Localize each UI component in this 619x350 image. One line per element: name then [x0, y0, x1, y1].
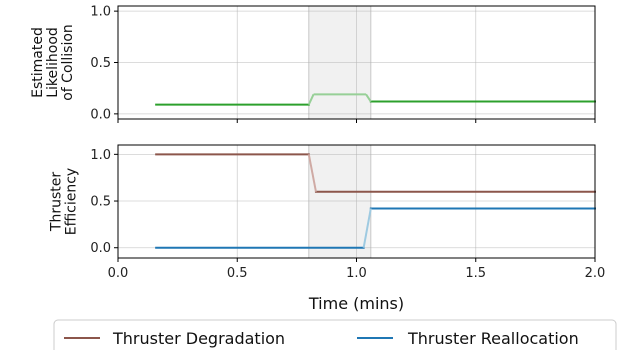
plot-panel-1: 0.0 0.5 1.0 EstimatedLikelihoodof Collision	[30, 5, 596, 123]
y-axis-title-line: Efficiency	[64, 168, 80, 235]
y-tick-label: 0.5	[90, 195, 111, 210]
legend-box	[53, 319, 617, 350]
series-line-1	[155, 100, 596, 106]
legend-label-2: Thruster Reallocation	[407, 329, 579, 348]
y-tick-label: 1.0	[90, 148, 111, 163]
y-axis-title-line: Thruster	[49, 172, 65, 232]
legend-label-1: Thruster Degradation	[112, 329, 285, 348]
x-tick-label: 1.0	[346, 266, 367, 281]
series-line-1	[155, 153, 596, 193]
series-line-faded-2	[362, 208, 372, 248]
highlight-region	[308, 144, 372, 259]
y-axis-title: ThrusterEfficiency	[49, 168, 80, 235]
y-axis-title: EstimatedLikelihoodof Collision	[30, 24, 76, 101]
y-tick-label: 0.5	[90, 56, 111, 71]
y-tick-label: 0.0	[90, 241, 111, 256]
x-tick-label: 0.5	[227, 266, 248, 281]
series-line-2	[155, 207, 596, 249]
y-tick-label: 1.0	[90, 5, 111, 20]
plot-panel-2: 0.0 0.5 1.0 0.0 0.5 1.0 1.5 2.0 ThrusterEfficien…	[49, 144, 606, 313]
x-tick-label: 0.0	[108, 266, 129, 281]
y-axis-title-line: Estimated	[30, 27, 46, 98]
y-axis-title-line: Likelihood	[45, 27, 61, 98]
y-axis-title-line: of Collision	[60, 24, 76, 101]
y-tick-label: 0.0	[90, 107, 111, 122]
legend: Thruster Degradation Thruster Reallocatio…	[53, 319, 617, 350]
x-tick-label: 2.0	[585, 266, 606, 281]
series-line-faded-1	[307, 154, 317, 192]
series-line-faded-1	[307, 93, 372, 106]
x-tick-label: 1.5	[465, 266, 486, 281]
x-axis-title: Time (mins)	[308, 294, 404, 313]
